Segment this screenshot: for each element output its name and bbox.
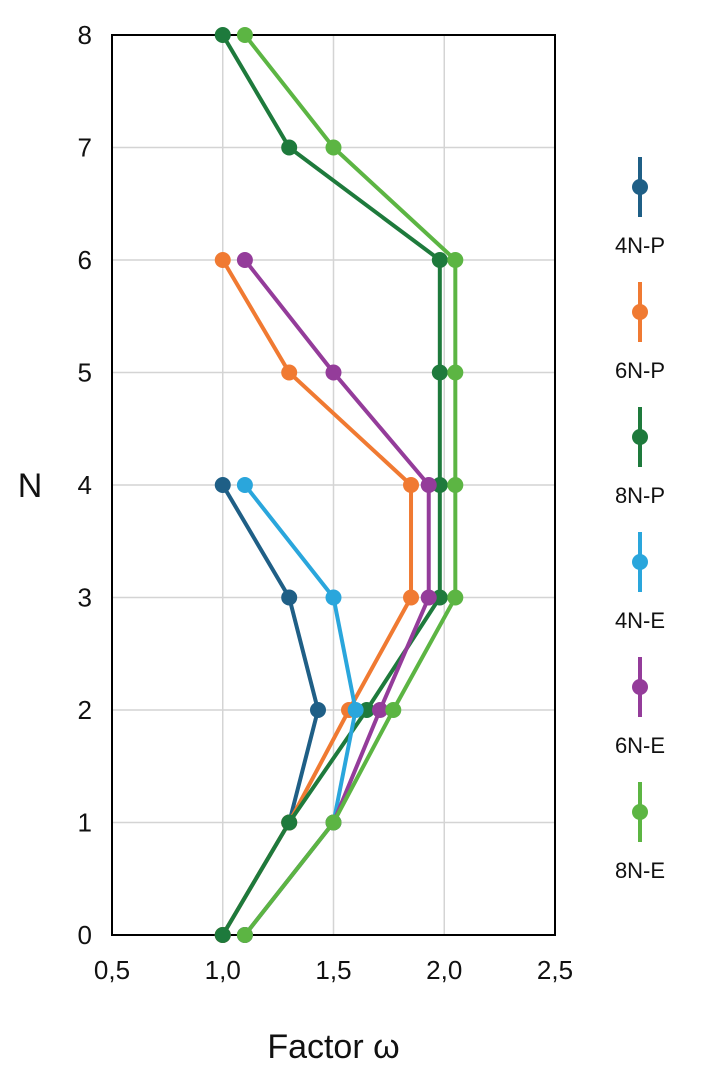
legend-entry: 4N-P (615, 157, 665, 258)
legend-label: 4N-E (615, 608, 665, 633)
x-tick-label: 2,0 (426, 955, 462, 985)
legend-entry: 6N-E (615, 657, 665, 758)
legend-swatch-marker (632, 554, 648, 570)
x-tick-label: 1,5 (315, 955, 351, 985)
y-tick-label: 8 (78, 20, 92, 50)
data-point (403, 589, 420, 606)
legend-swatch-marker (632, 304, 648, 320)
tick-labels: 0,5 1,0 1,5 2,0 2,5 0 1 2 3 4 5 6 7 8 (78, 20, 574, 985)
data-point (214, 477, 231, 493)
data-point (325, 139, 342, 156)
data-point (431, 364, 448, 381)
data-point (236, 27, 253, 43)
data-point (309, 702, 326, 718)
data-point (431, 252, 448, 268)
legend-label: 8N-E (615, 858, 665, 883)
x-tick-label: 2,5 (537, 955, 573, 985)
data-point (447, 364, 464, 381)
series-layer (214, 27, 464, 943)
y-tick-label: 4 (78, 470, 92, 500)
legend-entry: 6N-P (615, 282, 665, 383)
y-tick-label: 1 (78, 808, 92, 838)
legend-label: 4N-P (615, 233, 665, 258)
data-point (431, 589, 448, 606)
legend-label: 6N-E (615, 733, 665, 758)
y-tick-label: 6 (78, 245, 92, 275)
data-point (214, 252, 231, 268)
data-point (236, 927, 253, 943)
data-point (281, 814, 298, 831)
y-tick-label: 7 (78, 133, 92, 163)
y-tick-label: 3 (78, 583, 92, 613)
legend-swatch-marker (632, 679, 648, 695)
x-tick-label: 1,0 (205, 955, 241, 985)
data-point (372, 702, 389, 718)
data-point (281, 364, 298, 381)
data-point (431, 477, 448, 493)
legend-label: 8N-P (615, 483, 665, 508)
legend-label: 6N-P (615, 358, 665, 383)
legend-entry: 4N-E (615, 532, 665, 633)
data-point (385, 702, 402, 718)
data-point (236, 252, 253, 268)
data-point (214, 27, 231, 43)
y-tick-label: 5 (78, 358, 92, 388)
legend-swatch-marker (632, 179, 648, 195)
data-point (325, 364, 342, 381)
x-axis-title: Factor ω (267, 1028, 399, 1066)
y-axis-title: N (18, 467, 43, 505)
data-point (420, 589, 437, 606)
y-tick-label: 0 (78, 920, 92, 950)
plot-frame (111, 34, 556, 936)
data-point (420, 477, 437, 493)
data-point (447, 252, 464, 268)
y-tick-label: 2 (78, 695, 92, 725)
legend-swatch-marker (632, 429, 648, 445)
data-point (403, 477, 420, 493)
data-point (281, 589, 298, 606)
data-point (447, 477, 464, 493)
data-point (325, 814, 342, 831)
x-tick-label: 0,5 (94, 955, 130, 985)
data-point (236, 477, 253, 493)
data-point (214, 927, 231, 943)
legend-swatch-marker (632, 804, 648, 820)
data-point (447, 589, 464, 606)
legend: 4N-P 6N-P 8N-P 4N-E 6N-E 8N-E (615, 157, 665, 883)
data-point (358, 702, 375, 718)
grid (112, 35, 555, 935)
data-point (347, 702, 364, 718)
data-point (281, 139, 298, 156)
series-8N-E (236, 27, 464, 943)
legend-entry: 8N-E (615, 782, 665, 883)
legend-entry: 8N-P (615, 407, 665, 508)
data-point (325, 589, 342, 606)
series-8N-P (214, 27, 448, 943)
